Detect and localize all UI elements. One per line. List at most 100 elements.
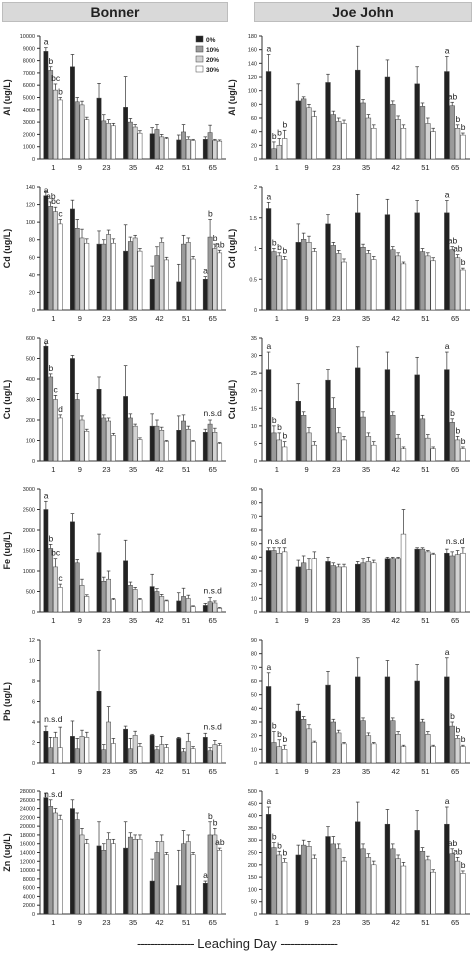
panel-2-bar <box>74 228 80 311</box>
panel-9-bar <box>414 680 420 764</box>
panel-8-annotation: n.s.d <box>203 721 222 731</box>
panel-6-annotation: bc <box>51 548 61 558</box>
panel-11-annotation: ab <box>453 846 463 856</box>
panel-11-bar <box>325 836 331 915</box>
panel-10-bar <box>176 885 182 915</box>
panel-8-bar <box>217 745 223 764</box>
panel-7-bar <box>414 548 420 613</box>
panel-9-y-tick-label: 20 <box>251 734 257 740</box>
panel-0-bar <box>217 140 223 160</box>
panel-7-bar <box>306 569 312 613</box>
panel-4-bar <box>74 399 80 462</box>
panel-5-y-tick-label: 10 <box>251 424 257 430</box>
panel-0-y-tick-label: 5000 <box>23 96 35 102</box>
panel-5-x-tick-label: 9 <box>304 465 308 474</box>
panel-8-bar <box>101 749 107 764</box>
panel-5-bar <box>295 401 301 462</box>
panel-8-y-tick-label: 2 <box>32 741 35 747</box>
panel-1-bar <box>384 76 391 160</box>
panel-4-bar <box>48 376 54 462</box>
panel-6-bar <box>53 566 58 613</box>
panel-9-annotation: b <box>455 725 460 735</box>
column-header-joe-john: Joe John <box>254 2 472 22</box>
panel-10-y-tick-label: 26000 <box>20 798 35 804</box>
panel-3-y-tick-label: 0 <box>254 308 257 314</box>
panel-2-y-tick-label: 40 <box>29 273 35 279</box>
panel-2-x-tick-label: 51 <box>182 314 190 323</box>
panel-5-bar <box>430 448 436 462</box>
panel-8-x-tick-label: 42 <box>155 767 163 776</box>
panel-0-bar <box>212 140 218 160</box>
panel-1-bar <box>281 138 288 160</box>
panel-6-y-tick-label: 2000 <box>23 528 35 534</box>
panel-8-x-tick-label: 51 <box>182 767 190 776</box>
panel-2-annotation: a <box>44 185 49 195</box>
panel-1-y-tick-label: 60 <box>251 116 257 122</box>
panel-6-y-tick-label: 0 <box>32 610 35 616</box>
panel-7-x-tick-label: 9 <box>304 616 308 625</box>
panel-5-bar <box>276 439 282 462</box>
panel-9-bar <box>430 746 436 764</box>
panel-11-y-tick-label: 350 <box>248 826 257 832</box>
panel-2-bar <box>43 195 49 311</box>
panel-1-bar <box>430 131 436 160</box>
panel-0-bar <box>154 129 160 160</box>
panel-1-x-tick-label: 65 <box>451 163 459 172</box>
panel-5-bar <box>384 369 391 462</box>
panel-5-bar <box>414 374 420 462</box>
panel-11-y-tick-label: 50 <box>251 900 257 906</box>
panel-11-bar <box>360 848 366 915</box>
panel-7-annotation: n.s.d <box>268 536 287 546</box>
panel-3-x-tick-label: 1 <box>275 314 279 323</box>
panel-4-bar <box>110 435 116 462</box>
panel-4-bar <box>164 441 169 462</box>
legend-label: 0% <box>206 37 216 44</box>
panel-3-bar <box>360 247 366 311</box>
panel-7-y-tick-label: 30 <box>251 569 257 575</box>
panel-8-y-label: Pb (ug/L) <box>2 682 12 721</box>
panel-1-bar <box>341 123 347 160</box>
panel-11-y-tick-label: 450 <box>248 801 257 807</box>
panel-4-annotation: n.s.d <box>203 408 222 418</box>
panel-7-bar <box>325 561 331 613</box>
panel-11-bar <box>419 851 426 915</box>
panel-1-bar <box>454 128 461 160</box>
panel-8-bar <box>202 737 208 764</box>
panel-10-x-tick-label: 42 <box>155 918 163 927</box>
panel-4-bar <box>96 389 102 462</box>
panel-2-bar <box>154 255 160 311</box>
panel-3-x-tick-label: 23 <box>332 314 340 323</box>
panel-6-bar <box>202 605 208 613</box>
panel-1-bar <box>265 71 272 160</box>
panel-1-x-tick-label: 35 <box>362 163 370 172</box>
panel-10-bar <box>74 819 80 915</box>
panel-2-annotation: a <box>203 266 208 276</box>
panel-6-bar <box>101 581 107 613</box>
panel-2-annotation: ab <box>46 191 56 201</box>
panel-11-y-tick-label: 150 <box>248 875 257 881</box>
panel-7-x-tick-label: 35 <box>362 616 370 625</box>
panel-11-bar <box>425 859 431 915</box>
panel-7-y-tick-label: 70 <box>251 514 257 520</box>
panel-3-annotation: b <box>272 238 277 248</box>
panel-0-y-tick-label: 9000 <box>23 46 35 52</box>
panel-6-annotation: n.s.d <box>203 586 222 596</box>
panel-7-y-tick-label: 50 <box>251 542 257 548</box>
panel-4-y-tick-label: 200 <box>26 418 35 424</box>
panel-2-x-tick-label: 9 <box>78 314 82 323</box>
panel-2-bar <box>79 237 85 311</box>
panel-10-y-tick-label: 28000 <box>20 789 35 795</box>
panel-3-bar <box>449 249 455 311</box>
panel-6-bar <box>74 562 80 613</box>
panel-11-y-tick-label: 0 <box>254 912 257 918</box>
panel-8-y-tick-label: 10 <box>29 659 35 665</box>
panel-9-y-tick-label: 70 <box>251 665 257 671</box>
panel-1-annotation: a <box>445 46 450 56</box>
panel-9-bar <box>419 721 426 764</box>
panel-6-x-tick-label: 1 <box>51 616 55 625</box>
panel-6-y-tick-label: 3000 <box>23 487 35 493</box>
panel-1-y-label: Al (ug/L) <box>227 79 237 116</box>
panel-6-bar <box>181 596 186 613</box>
panel-0-x-tick-label: 65 <box>209 163 217 172</box>
panel-7-bar <box>281 551 288 613</box>
